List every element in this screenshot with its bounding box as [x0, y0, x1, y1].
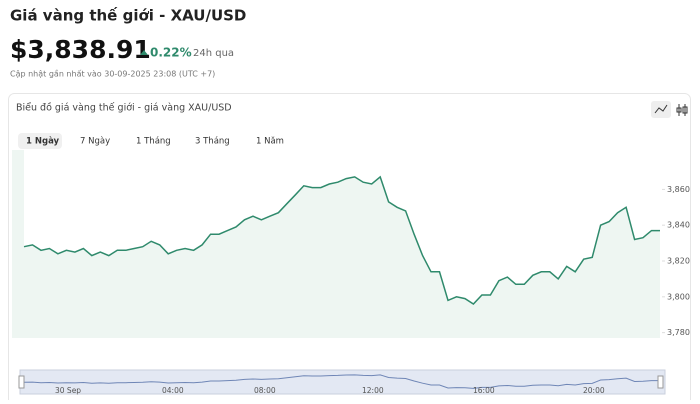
up-arrow [140, 50, 148, 55]
navigator-label: 20:00 [583, 386, 605, 395]
title: Giá vàng thế giới - XAU/USD [10, 6, 246, 25]
tab[interactable]: 1 Tháng [136, 137, 171, 147]
area-fill [24, 176, 660, 338]
navigator-label: 08:00 [254, 386, 276, 395]
candle-icon[interactable] [676, 104, 688, 116]
navigator-label: 30 Sep [55, 386, 81, 395]
chart-title: Biểu đồ giá vàng thế giới - giá vàng XAU… [16, 103, 232, 114]
tab[interactable]: 7 Ngày [80, 137, 110, 147]
handle-left[interactable] [18, 375, 25, 389]
updated: Cập nhật gần nhất vào 30-09-2025 23:08 (… [10, 69, 215, 80]
navigator-label: 16:00 [473, 386, 495, 395]
y-tick-label: 3,800 [667, 292, 690, 301]
line-icon[interactable] [654, 104, 668, 114]
price: $3,838.91 [10, 35, 151, 64]
tab[interactable]: 3 Tháng [195, 137, 230, 147]
y-tick-label: 3,840 [667, 221, 690, 230]
active-tab-bg [18, 133, 62, 149]
price-line [23, 175, 660, 305]
tab[interactable]: 1 Ngày [26, 137, 60, 147]
navigator-label: 12:00 [362, 386, 384, 395]
tab[interactable]: 1 Năm [256, 137, 284, 147]
handle-right[interactable] [657, 375, 664, 389]
navigator [19, 369, 666, 395]
y-tick-label: 3,820 [667, 257, 690, 266]
period: 24h qua [193, 48, 234, 59]
y-tick-label: 3,780 [667, 328, 690, 337]
y-tick-label: 3,860 [667, 185, 690, 194]
plot-left-edge [12, 150, 24, 338]
navigator-label: 04:00 [162, 386, 184, 395]
change: 0.22% [150, 46, 192, 60]
navigator-line [23, 374, 660, 389]
